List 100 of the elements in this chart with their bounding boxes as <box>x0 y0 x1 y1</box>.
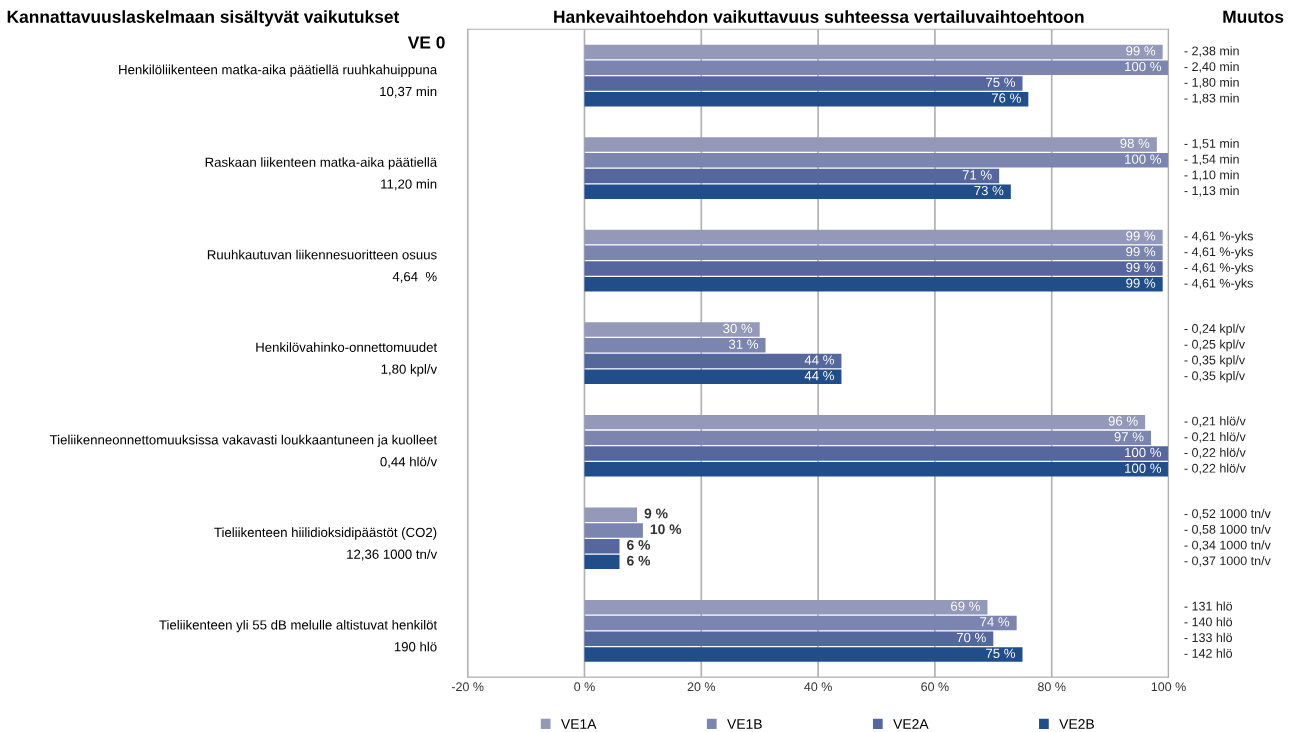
text: - 0,35 kpl/v <box>1184 355 1246 367</box>
text: - 2,38 min <box>1184 46 1239 57</box>
bar <box>584 430 1151 446</box>
bar <box>584 462 1169 477</box>
y-tick-label: Tieliikenteen hiilidioksidipäästöt (CO2) 12,36 1000 tn/v <box>214 527 438 561</box>
y-tick-label: Henkilövahinko-onnettomuudet 1,80 kpl/v <box>256 342 438 377</box>
legend-label: VE2B <box>1059 719 1094 729</box>
data-label: 74 % <box>980 617 1010 627</box>
bar <box>584 153 1169 168</box>
text: - 0,35 kpl/v <box>1184 370 1246 383</box>
text: - 0,52 1000 tn/v <box>1184 508 1271 520</box>
data-label: 71 % <box>962 170 992 180</box>
data-label: 75 % <box>986 77 1016 87</box>
bar <box>584 261 1163 276</box>
text: - 0,34 1000 tn/v <box>1184 540 1271 551</box>
x-tick-label: 100 % <box>1151 682 1186 692</box>
text: - 1,54 min <box>1184 154 1239 166</box>
legend-label: VE1B <box>727 719 762 729</box>
bar <box>584 277 1163 292</box>
data-label: 96 % <box>1108 416 1138 426</box>
text: - 0,58 1000 tn/v <box>1184 524 1271 536</box>
x-tick-label: 0 % <box>574 682 595 692</box>
y-tick-label: Raskaan liikenteen matka-aika päätiellä 11,20 min <box>205 157 438 191</box>
bar <box>584 184 1011 199</box>
bar <box>584 353 842 369</box>
data-label: 98 % <box>1120 138 1150 149</box>
bar <box>584 631 994 646</box>
text: VE 0 <box>407 36 445 49</box>
data-label: 100 % <box>1125 154 1162 164</box>
text: - 0,21 hlö/v <box>1184 432 1246 443</box>
bar <box>584 91 1029 107</box>
text: - 0,22 hlö/v <box>1184 447 1246 459</box>
text: - 0,22 hlö/v <box>1184 463 1246 475</box>
x-tick-label: 60 % <box>921 682 949 692</box>
data-label: 99 % <box>1126 231 1156 241</box>
text: - 0,24 kpl/v <box>1184 323 1246 336</box>
x-tick-label: 40 % <box>804 682 832 692</box>
text: - 4,61 %-yks <box>1184 231 1253 243</box>
bar <box>584 229 1163 245</box>
data-label: 10 % <box>650 524 682 535</box>
text: - 0,21 hlö/v <box>1184 416 1246 427</box>
text: - 0,25 kpl/v <box>1184 339 1246 352</box>
data-label: 99 % <box>1126 46 1156 56</box>
bar <box>584 322 760 337</box>
data-label: 76 % <box>991 93 1021 103</box>
data-label: 99 % <box>1126 246 1156 257</box>
bar <box>584 60 1169 75</box>
text: - 0,37 1000 tn/v <box>1184 556 1271 567</box>
data-label: 44 % <box>804 371 834 381</box>
bar <box>584 446 1169 461</box>
text: - 4,61 %-yks <box>1184 278 1253 291</box>
data-label: 70 % <box>956 632 986 643</box>
y-tick-label: Henkilöliikenteen matka-aika päätiellä ruuhkahuippuna 10,37 min <box>119 64 438 98</box>
data-label: 44 % <box>804 355 834 365</box>
bar <box>584 338 766 353</box>
data-label: 100 % <box>1125 463 1162 473</box>
text: - 1,80 min <box>1184 77 1239 89</box>
data-label: 30 % <box>723 323 753 334</box>
legend-label: VE2A <box>893 719 929 729</box>
text: - 4,61 %-yks <box>1184 246 1253 259</box>
bar <box>584 137 1157 152</box>
text: - 1,83 min <box>1184 93 1239 104</box>
text: - 140 hlö <box>1184 617 1233 627</box>
bar <box>584 245 1163 261</box>
data-label: 75 % <box>986 648 1016 658</box>
x-tick-label: 20 % <box>687 682 716 692</box>
bar <box>584 554 620 570</box>
data-label: 99 % <box>1126 278 1156 288</box>
bar <box>584 168 1000 184</box>
y-tick-label: Tieliikenteen yli 55 dB melulle altistuvat henkilöt 190 hlö <box>159 619 438 652</box>
x-tick-label: -20 % <box>451 682 484 692</box>
x-tick-label: 80 % <box>1038 682 1066 692</box>
text: - 1,10 min <box>1184 170 1239 181</box>
data-label: 73 % <box>974 185 1004 196</box>
bar <box>584 538 620 554</box>
bar <box>584 615 1017 631</box>
bar <box>584 44 1163 60</box>
text: Muutos <box>1223 10 1284 23</box>
bar <box>584 507 638 522</box>
data-label: 69 % <box>951 601 980 611</box>
data-label: 99 % <box>1126 262 1156 273</box>
text: - 4,61 %-yks <box>1184 262 1253 275</box>
data-label: 100 % <box>1125 61 1162 72</box>
text: - 131 hlö <box>1184 601 1233 611</box>
chart-title: Hankevaihtoehdon vaikuttavuus suhteessa vertailuvaihtoehtoon <box>554 10 1084 23</box>
data-label: 6 % <box>627 555 651 566</box>
bar <box>584 414 1146 430</box>
data-label: 9 % <box>644 508 668 519</box>
text: - 1,13 min <box>1184 185 1239 197</box>
data-label: 6 % <box>627 540 651 550</box>
text: - 142 hlö <box>1184 648 1233 658</box>
bar <box>584 76 1023 91</box>
y-tick-label: Ruuhkautuvan liikennesuoritteen osuus 4,64 % <box>207 249 437 283</box>
text: - 1,51 min <box>1184 138 1239 150</box>
bar <box>584 523 643 538</box>
bar <box>584 369 842 385</box>
data-label: 31 % <box>728 339 759 349</box>
text: - 133 hlö <box>1184 632 1233 643</box>
legend-label: VE1A <box>561 719 597 729</box>
y-axis-title: Kannattavuuslaskelmaan sisältyvät vaikutukset <box>7 10 400 27</box>
